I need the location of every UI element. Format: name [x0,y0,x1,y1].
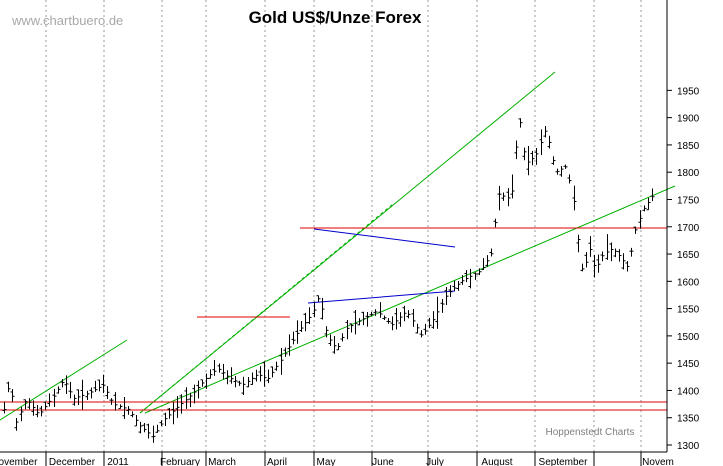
month-label: April [267,457,287,466]
month-label: ovember [0,457,38,466]
month-label: May [317,457,336,466]
watermark: www.chartbuero.de [11,13,123,28]
y-tick-label: 1550 [677,305,700,316]
month-label: July [426,457,444,466]
y-tick-label: 1450 [677,359,700,370]
month-label: 2011 [107,457,129,466]
y-tick-label: 1900 [677,114,700,125]
month-label: June [372,457,394,466]
month-gridlines [45,0,642,452]
triangle-line [313,228,456,248]
month-label: March [208,457,236,466]
month-label: Novem [642,457,674,466]
y-tick-label: 1350 [677,414,700,425]
month-label: February [160,457,200,466]
y-tick-label: 1500 [677,332,700,343]
month-label: December [49,457,96,466]
y-tick-label: 1700 [677,223,700,234]
x-axis: ovember December 2011 February March April May… [0,452,674,466]
y-axis: 1300 1350 1400 1450 1500 1550 1600 1650 1700 1750… [667,86,700,452]
y-tick-label: 1850 [677,141,700,152]
trendline [0,339,128,421]
triangle-line [307,290,456,304]
trendlines [0,71,676,421]
y-tick-label: 1800 [677,168,700,179]
trendline [144,185,676,414]
y-tick-label: 1300 [677,441,700,452]
y-tick-label: 1400 [677,386,700,397]
month-label: September [539,457,589,466]
y-tick-label: 1600 [677,277,700,288]
chart-credit: Hoppenstedt Charts [546,427,635,438]
y-tick-label: 1650 [677,250,700,261]
month-label: August [481,457,512,466]
chart-title: Gold US$/Unze Forex [249,8,422,27]
trendline [139,71,556,414]
y-tick-label: 1950 [677,86,700,97]
y-tick-label: 1750 [677,195,700,206]
ohlc-bars [2,118,655,443]
